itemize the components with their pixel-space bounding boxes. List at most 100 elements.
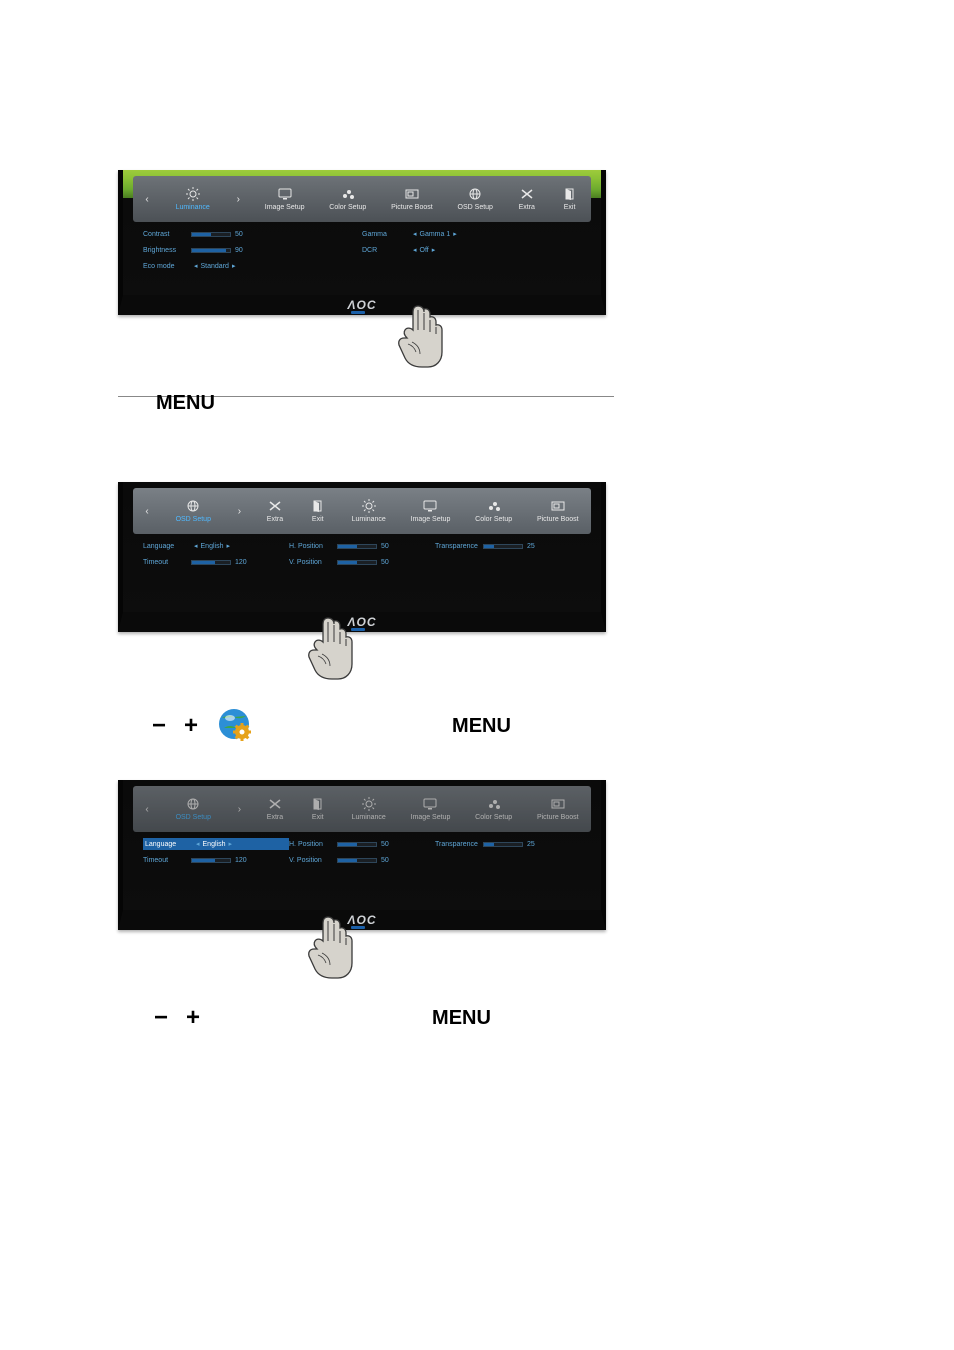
monitor-screenshot-3: ‹ OSD Setup › Extra Exit Luminance Image Setu… bbox=[118, 780, 606, 930]
osd-setting-row[interactable]: Transparence25 bbox=[435, 838, 581, 850]
slider-track[interactable] bbox=[337, 544, 377, 549]
osd-setting-row[interactable]: DCR◂Off▸ bbox=[362, 244, 581, 256]
osd-setting-row[interactable]: Timeout120 bbox=[143, 556, 289, 568]
globe-gear-icon bbox=[216, 706, 256, 746]
osd-tab-image-setup[interactable]: Image Setup bbox=[411, 499, 451, 523]
osd-setting-row[interactable]: Language◂English▸ bbox=[143, 540, 289, 552]
osd-tab-luminance[interactable]: Luminance bbox=[176, 187, 210, 211]
slider-track[interactable] bbox=[191, 560, 231, 565]
osd-tab-extra[interactable]: Extra bbox=[518, 187, 536, 211]
osd-setting-row[interactable]: V. Position 50 bbox=[289, 556, 435, 568]
slider-track[interactable] bbox=[191, 858, 231, 863]
chevron-left-icon[interactable]: ‹ bbox=[145, 194, 148, 205]
osd-tab-color-setup[interactable]: Color Setup bbox=[475, 499, 512, 523]
triangle-left-icon[interactable]: ◂ bbox=[196, 840, 200, 848]
osd-setting-row[interactable]: V. Position50 bbox=[289, 854, 435, 866]
slider-fill bbox=[338, 545, 357, 548]
monitor-icon bbox=[421, 797, 439, 811]
palette-icon bbox=[339, 187, 357, 201]
osd-tab-luminance[interactable]: Luminance bbox=[352, 797, 386, 821]
slider-track[interactable] bbox=[191, 248, 231, 253]
osd-tab-row: ‹ Luminance › Image Setup Color Setup Pictur… bbox=[133, 176, 591, 222]
osd-tab-picture-boost[interactable]: Picture Boost bbox=[537, 499, 579, 523]
monitor-screenshot-1: ‹ Luminance › Image Setup Color Setup Pictur… bbox=[118, 170, 606, 315]
setting-label: Language bbox=[143, 543, 191, 550]
hand-pointer-icon bbox=[290, 612, 360, 682]
triangle-right-icon[interactable]: ▸ bbox=[226, 542, 230, 550]
osd-setting-row[interactable]: H. Position50 bbox=[289, 540, 435, 552]
slider-track[interactable] bbox=[337, 842, 377, 847]
plus-button[interactable]: + bbox=[186, 1004, 200, 1032]
setting-label: V. Position bbox=[289, 559, 337, 566]
setting-label: DCR bbox=[362, 247, 410, 254]
chevron-right-icon[interactable]: › bbox=[237, 194, 240, 205]
osd-settings: Contrast50 Brightness90 Eco mode◂Standard▸… bbox=[143, 228, 581, 272]
triangle-left-icon[interactable]: ◂ bbox=[413, 246, 417, 254]
setting-label: Timeout bbox=[143, 857, 191, 864]
triangle-right-icon[interactable]: ▸ bbox=[453, 230, 457, 238]
triangle-left-icon[interactable]: ◂ bbox=[413, 230, 417, 238]
chevron-right-icon[interactable]: › bbox=[238, 506, 241, 517]
triangle-left-icon[interactable]: ◂ bbox=[194, 542, 198, 550]
osd-tab-osd-setup[interactable]: OSD Setup bbox=[458, 187, 493, 211]
globe-icon bbox=[184, 499, 202, 513]
step-caption: − + MENU bbox=[154, 1004, 594, 1032]
osd-tab-image-setup[interactable]: Image Setup bbox=[411, 797, 451, 821]
setting-label: Language bbox=[145, 841, 193, 848]
slider-track[interactable] bbox=[191, 232, 231, 237]
monitor-icon bbox=[421, 499, 439, 513]
triangle-right-icon[interactable]: ▸ bbox=[232, 262, 236, 270]
osd-setting-row[interactable]: Language◂English▸ bbox=[143, 838, 289, 850]
osd-tab-exit[interactable]: Exit bbox=[309, 797, 327, 821]
triangle-left-icon[interactable]: ◂ bbox=[194, 262, 198, 270]
frame-icon bbox=[549, 797, 567, 811]
osd-tab-label: Picture Boost bbox=[537, 516, 579, 523]
slider-fill bbox=[338, 843, 357, 846]
setting-value: 50 bbox=[381, 559, 389, 566]
plus-button[interactable]: + bbox=[184, 712, 198, 740]
slider-track[interactable] bbox=[483, 544, 523, 549]
osd-setting-row[interactable]: Contrast50 bbox=[143, 228, 362, 240]
osd-tab-exit[interactable]: Exit bbox=[309, 499, 327, 523]
osd-tab-extra[interactable]: Extra bbox=[266, 499, 284, 523]
osd-setting-row[interactable]: Transparence25 bbox=[435, 540, 581, 552]
osd-tab-image-setup[interactable]: Image Setup bbox=[265, 187, 305, 211]
sun-icon bbox=[184, 187, 202, 201]
menu-label: MENU bbox=[452, 715, 511, 738]
minus-button[interactable]: − bbox=[154, 1004, 168, 1032]
osd-settings: Language◂English▸ Timeout 120 H. Position5… bbox=[143, 838, 581, 866]
minus-button[interactable]: − bbox=[152, 712, 166, 740]
osd-setting-row[interactable]: H. Position50 bbox=[289, 838, 435, 850]
osd-setting-row[interactable]: Brightness90 bbox=[143, 244, 362, 256]
osd-tab-exit[interactable]: Exit bbox=[561, 187, 579, 211]
setting-value: English bbox=[201, 543, 224, 550]
osd-tab-color-setup[interactable]: Color Setup bbox=[329, 187, 366, 211]
osd-tab-color-setup[interactable]: Color Setup bbox=[475, 797, 512, 821]
setting-value: 120 bbox=[235, 857, 247, 864]
osd-tab-osd-setup[interactable]: OSD Setup bbox=[176, 797, 211, 821]
triangle-right-icon[interactable]: ▸ bbox=[432, 246, 436, 254]
osd-tab-luminance[interactable]: Luminance bbox=[352, 499, 386, 523]
chevron-left-icon[interactable]: ‹ bbox=[145, 506, 148, 517]
frame-icon bbox=[403, 187, 421, 201]
power-led bbox=[351, 311, 365, 314]
osd-setting-row[interactable]: Gamma◂Gamma 1▸ bbox=[362, 228, 581, 240]
slider-track[interactable] bbox=[337, 560, 377, 565]
slider-track[interactable] bbox=[483, 842, 523, 847]
door-icon bbox=[309, 797, 327, 811]
osd-setting-row[interactable]: Eco mode◂Standard▸ bbox=[143, 260, 362, 272]
osd-tab-osd-setup[interactable]: OSD Setup bbox=[176, 499, 211, 523]
osd-setting-row[interactable]: Timeout 120 bbox=[143, 854, 289, 866]
osd-tab-label: OSD Setup bbox=[176, 516, 211, 523]
osd-tab-extra[interactable]: Extra bbox=[266, 797, 284, 821]
triangle-right-icon[interactable]: ▸ bbox=[228, 840, 232, 848]
setting-value: 50 bbox=[235, 231, 243, 238]
osd-tab-picture-boost[interactable]: Picture Boost bbox=[391, 187, 433, 211]
globe-icon bbox=[466, 187, 484, 201]
chevron-right-icon[interactable]: › bbox=[238, 804, 241, 815]
slider-track[interactable] bbox=[337, 858, 377, 863]
chevron-left-icon[interactable]: ‹ bbox=[145, 804, 148, 815]
osd-tab-picture-boost[interactable]: Picture Boost bbox=[537, 797, 579, 821]
setting-value: 50 bbox=[381, 543, 389, 550]
osd-tab-label: Luminance bbox=[176, 204, 210, 211]
